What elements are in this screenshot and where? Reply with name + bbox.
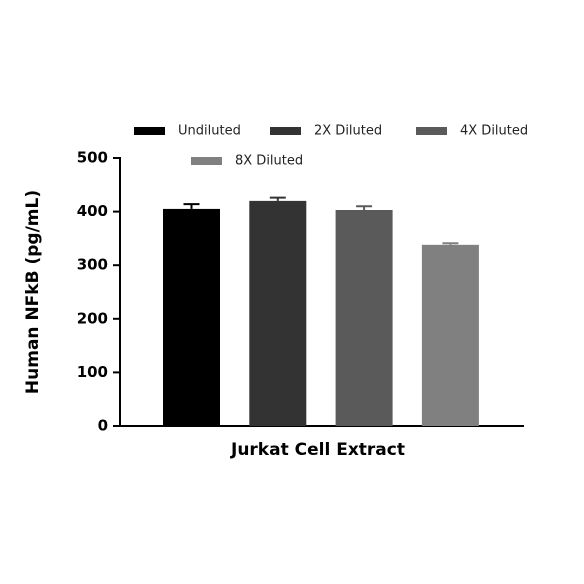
y-tick-label: 200 xyxy=(77,309,108,327)
legend-swatch xyxy=(134,127,165,135)
legend-swatch xyxy=(416,127,447,135)
legend-label: 2X Diluted xyxy=(314,124,382,139)
x-axis-label: Jurkat Cell Extract xyxy=(230,440,405,460)
legend-label: Undiluted xyxy=(178,124,241,139)
bar xyxy=(249,200,307,426)
bar xyxy=(421,244,479,426)
bar xyxy=(335,209,393,426)
y-tick-label: 300 xyxy=(77,256,108,274)
legend-label: 4X Diluted xyxy=(460,124,528,139)
y-tick-label: 500 xyxy=(77,149,108,167)
legend-swatch xyxy=(191,157,222,165)
y-tick-label: 0 xyxy=(98,417,108,435)
error-bar xyxy=(183,203,200,209)
legend-swatch xyxy=(270,127,301,135)
y-axis-label: Human NFkB (pg/mL) xyxy=(23,190,43,394)
y-tick-label: 100 xyxy=(77,363,108,381)
error-bar xyxy=(356,205,373,210)
error-bar xyxy=(269,196,286,201)
error-bar xyxy=(442,242,459,245)
bar xyxy=(163,208,220,426)
y-tick-label: 400 xyxy=(77,202,108,220)
legend-label: 8X Diluted xyxy=(235,154,303,169)
